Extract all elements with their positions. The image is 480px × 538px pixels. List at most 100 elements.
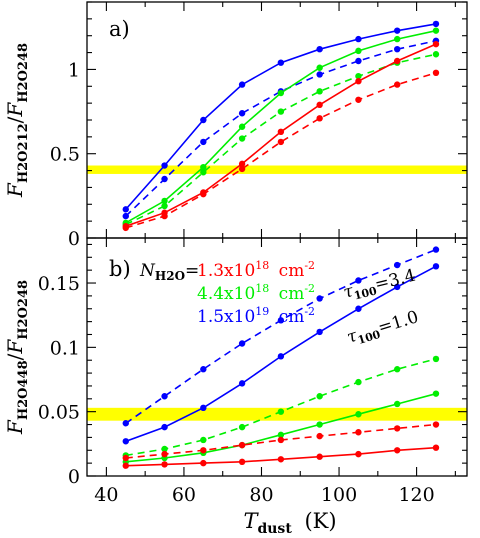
series-line-1 [125, 40, 437, 217]
data-point [355, 411, 362, 418]
data-point [316, 46, 323, 53]
panel-label: b) [109, 257, 131, 281]
data-point [122, 454, 129, 462]
data-point [355, 277, 362, 284]
data-point [394, 283, 401, 291]
data-point [277, 59, 285, 66]
legend-exponent: 19 [255, 305, 269, 318]
data-point [238, 441, 246, 449]
series-line-5 [125, 72, 437, 229]
observed-ratio-band [87, 165, 467, 174]
panel-a: 0 0.5 1 a) FH2O212/FH2O248 [3, 1, 468, 250]
y-label-main: F [3, 339, 27, 355]
y-label-sub: H2O448 [16, 360, 31, 420]
data-point [394, 57, 401, 65]
data-point [432, 27, 440, 34]
panel-label: a) [109, 17, 130, 41]
x-label-main: T [243, 509, 259, 533]
tau-annotation: τ100=3.4 [341, 266, 418, 305]
legend-unit: cm [273, 261, 304, 281]
data-point [316, 393, 323, 400]
legend-unit: cm [273, 284, 304, 304]
outer-labels: Tdust (K) [243, 509, 336, 537]
legend-unit-exponent: -2 [304, 305, 315, 318]
data-point [432, 51, 440, 58]
data-point [200, 164, 207, 171]
legend-exponent: 18 [255, 282, 269, 295]
data-point [161, 162, 168, 169]
data-point [200, 459, 207, 467]
legend-unit: cm [273, 307, 304, 327]
y-axis-label: FH2O212/FH2O248 [3, 43, 31, 198]
tau-subscript: 100 [353, 284, 379, 302]
legend-entry: 1.5x1019 cm-2 [197, 305, 315, 327]
data-point [238, 423, 246, 431]
legend-entry: 4.4x1018 cm-2 [197, 282, 315, 304]
data-point [277, 408, 285, 415]
data-point [238, 135, 246, 142]
y-label-main: F [3, 419, 27, 435]
legend-entry: 1.3x1018 cm-2 [197, 259, 315, 281]
legend-unit-exponent: -2 [304, 259, 315, 272]
data-point [355, 72, 362, 80]
data-point [355, 378, 362, 386]
data-point [394, 81, 401, 88]
y-tick-label: 0.05 [38, 402, 80, 424]
data-point [432, 444, 440, 451]
data-point [355, 47, 362, 55]
y-tick-label: 0 [68, 228, 80, 250]
data-point [161, 393, 168, 400]
y-label-main: F [3, 102, 27, 118]
data-point [355, 35, 362, 43]
data-point [394, 425, 401, 432]
data-point [277, 456, 285, 463]
data-point [161, 461, 168, 468]
y-label-sub: H2O248 [16, 280, 31, 340]
tau-value: =1.0 [376, 307, 421, 338]
data-point [200, 169, 207, 176]
plot-frame [86, 237, 468, 477]
y-label-sep: / [3, 116, 27, 123]
data-point [316, 101, 323, 109]
y-tick-label: 0.5 [50, 144, 80, 166]
data-point [238, 380, 246, 387]
data-point [277, 138, 285, 146]
y-label-main: F [3, 182, 27, 198]
y-tick-label: 1 [68, 59, 80, 81]
data-point [432, 355, 440, 363]
legend-prefix-sub: H2O [155, 269, 185, 283]
data-point [122, 438, 129, 445]
data-point [316, 64, 323, 71]
tau-annotation: τ100=1.0 [345, 307, 422, 350]
data-point [316, 295, 323, 302]
data-point [316, 421, 323, 428]
y-tick-label: 0.15 [38, 273, 80, 295]
data-point [316, 432, 323, 440]
legend-mantissa: 1.3x10 [197, 261, 255, 281]
x-axis-label: Tdust (K) [243, 509, 336, 537]
data-point [161, 445, 168, 453]
data-point [432, 20, 440, 28]
data-point [432, 40, 440, 48]
data-point [394, 46, 401, 53]
data-point [238, 123, 246, 130]
legend-prefix-tail: = [185, 261, 199, 281]
data-point [355, 305, 362, 312]
data-point [316, 88, 323, 95]
data-point [355, 429, 362, 436]
data-point [316, 115, 323, 122]
y-label-sep: / [3, 353, 27, 360]
data-point [394, 447, 401, 454]
data-point [277, 317, 285, 324]
data-point [277, 353, 285, 360]
y-label-sub: H2O248 [16, 43, 31, 103]
legend-mantissa: 1.5x10 [197, 307, 255, 327]
data-point [355, 450, 362, 458]
data-point [355, 78, 362, 85]
legend-prefix-main: N [139, 261, 156, 281]
data-point [394, 261, 401, 269]
data-point [394, 27, 401, 34]
legend-exponent: 18 [255, 259, 269, 272]
data-point [432, 69, 440, 77]
data-point [161, 202, 168, 210]
